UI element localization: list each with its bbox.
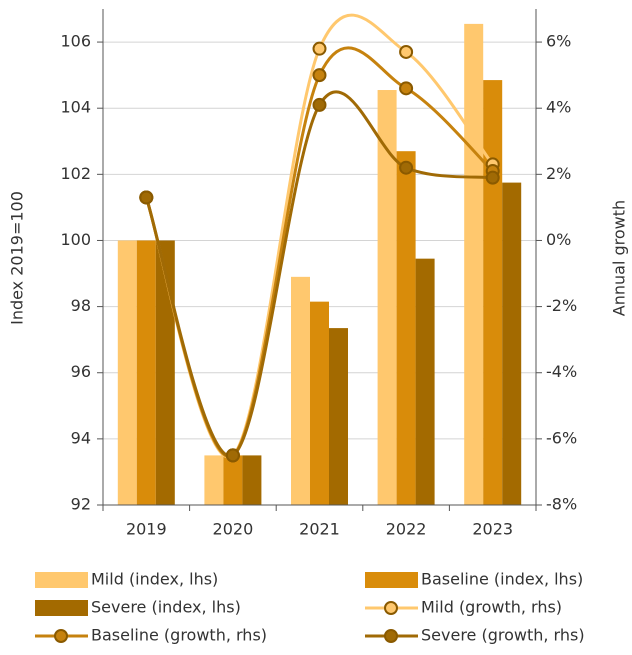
legend-marker — [384, 629, 398, 643]
growth-marker — [312, 68, 327, 83]
y-tick-label: 106 — [60, 32, 91, 51]
legend-label: Severe (growth, rhs) — [421, 626, 585, 645]
y-tick-label: 98 — [71, 296, 91, 315]
growth-marker — [399, 160, 414, 175]
growth-marker — [225, 448, 240, 463]
bar — [155, 240, 175, 505]
growth-marker — [399, 44, 414, 59]
bar — [415, 258, 435, 505]
y-tick-label: 92 — [71, 495, 91, 514]
bar — [136, 240, 156, 505]
y2-tick-label: -6% — [546, 428, 577, 447]
x-tick-label: 2021 — [299, 520, 340, 539]
bar — [242, 455, 262, 505]
bar — [329, 328, 348, 505]
growth-marker — [139, 190, 154, 205]
legend-marker — [54, 629, 68, 643]
legend-label: Baseline (growth, rhs) — [91, 626, 267, 645]
x-tick-label: 2020 — [213, 520, 254, 539]
y2-tick-label: 2% — [546, 164, 571, 183]
legend-label: Mild (index, lhs) — [91, 570, 218, 589]
y2-tick-label: 0% — [546, 230, 571, 249]
y-tick-label: 94 — [71, 428, 91, 447]
bar — [223, 455, 243, 505]
y2-tick-label: 6% — [546, 32, 571, 51]
legend-label: Mild (growth, rhs) — [421, 598, 562, 617]
growth-marker — [485, 170, 500, 185]
bar — [502, 182, 522, 505]
x-tick-label: 2019 — [126, 520, 167, 539]
bar — [464, 23, 484, 505]
legend-swatch — [35, 600, 88, 616]
legend-marker — [384, 601, 398, 615]
x-tick-label: 2022 — [386, 520, 427, 539]
y-tick-label: 102 — [60, 164, 91, 183]
y2-tick-label: -2% — [546, 296, 577, 315]
bar — [204, 455, 224, 505]
y-tick-label: 100 — [60, 230, 91, 249]
legend-swatch — [35, 572, 88, 588]
y-tick-label: 104 — [60, 98, 91, 117]
growth-marker — [312, 97, 327, 112]
growth-marker — [399, 81, 414, 96]
legend-label: Baseline (index, lhs) — [421, 570, 583, 589]
bar — [291, 276, 310, 505]
y2-tick-label: -4% — [546, 362, 577, 381]
bar — [310, 301, 329, 505]
y2-tick-label: -8% — [546, 495, 577, 514]
y2-axis-label: Annual growth — [610, 200, 629, 316]
legend-label: Severe (index, lhs) — [91, 598, 241, 617]
y-tick-label: 96 — [71, 362, 91, 381]
x-tick-label: 2023 — [472, 520, 513, 539]
legend-swatch — [365, 572, 418, 588]
bar — [117, 240, 137, 505]
y2-tick-label: 4% — [546, 98, 571, 117]
growth-marker — [312, 41, 327, 56]
bar — [483, 80, 503, 506]
bar — [377, 90, 397, 505]
y-axis-label: Index 2019=100 — [8, 191, 27, 325]
bar — [396, 151, 416, 506]
